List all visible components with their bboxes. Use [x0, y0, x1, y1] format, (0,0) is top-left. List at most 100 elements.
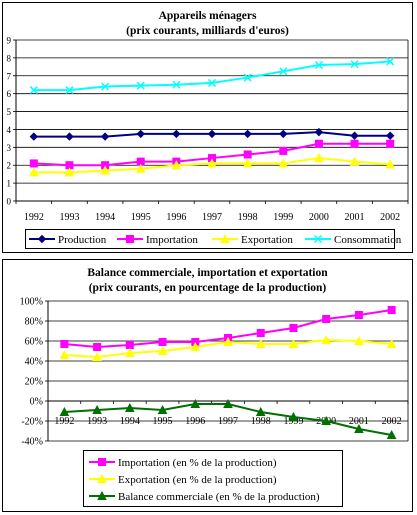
- legend-marker: [220, 233, 230, 243]
- triangle-marker-icon: [89, 490, 115, 500]
- legend-marker: [98, 458, 106, 466]
- y-tick-label: 20%: [25, 377, 43, 388]
- y-tick-label: 5: [7, 107, 12, 117]
- triangle-marker-icon: [89, 473, 115, 483]
- x-tick-label: 1995: [131, 212, 151, 223]
- data-point: [289, 324, 298, 332]
- legend-marker: [37, 234, 47, 244]
- data-point: [59, 349, 70, 359]
- x-tick-label: 2000: [309, 212, 329, 223]
- legend-label: Consommation: [334, 234, 402, 246]
- legend-label: Production: [58, 234, 107, 246]
- data-point: [322, 315, 331, 323]
- y-tick-label: -20%: [21, 417, 43, 428]
- y-tick-label: 9: [7, 36, 12, 46]
- data-point: [60, 340, 69, 348]
- data-point: [288, 338, 299, 348]
- square-marker-icon: [89, 458, 115, 466]
- data-point: [385, 159, 396, 169]
- x-tick-label: 1996: [166, 212, 186, 223]
- data-point: [171, 160, 182, 170]
- data-point: [242, 158, 253, 168]
- legend-label: Importation: [146, 234, 198, 246]
- data-point: [243, 73, 252, 82]
- data-point: [386, 429, 397, 439]
- chart-legend: Importation (en % de la production) Expo…: [83, 450, 343, 507]
- y-tick-label: -40%: [21, 437, 43, 448]
- legend-label: Exportation (en % de la production): [118, 474, 277, 486]
- data-point: [157, 404, 168, 414]
- data-point: [92, 351, 102, 361]
- data-point: [386, 57, 395, 66]
- data-point: [256, 329, 265, 337]
- data-point: [172, 129, 181, 139]
- x-tick-label: 1995: [153, 416, 173, 427]
- data-point: [207, 129, 217, 139]
- y-tick-label: 0%: [30, 397, 43, 408]
- x-tick-label: 2001: [345, 212, 365, 223]
- x-tick-label: 1992: [54, 416, 74, 427]
- y-tick-label: 8: [7, 53, 12, 63]
- data-point: [172, 80, 181, 89]
- data-point: [65, 86, 74, 95]
- data-point: [350, 60, 359, 69]
- x-tick-label: 1999: [283, 416, 303, 427]
- y-tick-label: 7: [7, 71, 12, 81]
- x-tick-label: 1997: [218, 416, 238, 427]
- legend-label: Importation (en % de la production): [118, 457, 277, 469]
- chart-legend: Production Importation Exportation Conso…: [25, 229, 401, 249]
- data-point: [354, 335, 364, 345]
- data-point: [314, 153, 324, 163]
- data-point: [29, 86, 38, 95]
- data-point: [354, 423, 364, 433]
- data-point: [158, 338, 167, 346]
- data-point: [223, 398, 233, 408]
- data-point: [243, 129, 252, 139]
- x-tick-label: 1998: [238, 212, 258, 223]
- legend-marker: [126, 235, 134, 243]
- data-point: [101, 82, 110, 91]
- y-tick-label: 1: [7, 179, 12, 189]
- data-point: [100, 132, 110, 141]
- legend-label: Balance commerciale (en % de la producti…: [118, 491, 320, 503]
- data-point: [65, 132, 74, 141]
- y-tick-label: 60%: [25, 337, 43, 348]
- data-point: [92, 404, 102, 414]
- line-chart-appareils: 0 1 2 3 4 5 6 7 8 9 1992 1993 1994 1995 1996 1997 1998 19…: [7, 36, 409, 223]
- chart-title: Appareils ménagers: [158, 10, 257, 22]
- data-point: [255, 338, 266, 348]
- y-tick-label: 3: [7, 143, 12, 153]
- y-tick-label: 6: [7, 89, 12, 99]
- data-point: [278, 158, 289, 168]
- data-point: [190, 341, 201, 351]
- legend-marker: [97, 490, 107, 500]
- data-point: [29, 132, 39, 141]
- data-point: [207, 78, 217, 87]
- y-tick-label: 0: [7, 197, 12, 207]
- data-point: [279, 146, 288, 155]
- triangle-marker-icon: [212, 233, 238, 243]
- x-tick-label: 2002: [382, 416, 402, 427]
- data-point: [321, 415, 332, 425]
- data-point: [386, 338, 397, 348]
- data-point: [124, 347, 135, 357]
- y-tick-label: 100%: [20, 297, 43, 308]
- x-tick-label: 1999: [273, 212, 293, 223]
- x-tick-label: 1992: [24, 212, 44, 223]
- legend-marker: [97, 473, 107, 483]
- x-tick-label: 1996: [185, 416, 205, 427]
- data-point: [28, 167, 39, 177]
- data-point: [255, 406, 266, 416]
- data-point: [387, 306, 396, 314]
- line-chart-balance: -40% -20% 0% 20% 40% 60% 80% 100% 1992 1993 1994 19…: [20, 297, 409, 448]
- data-point: [100, 165, 110, 175]
- data-point: [93, 343, 102, 351]
- data-point: [223, 336, 233, 346]
- data-point: [207, 158, 217, 168]
- legend-label: Exportation: [241, 234, 293, 246]
- x-tick-label: 1993: [59, 212, 79, 223]
- data-point: [190, 398, 201, 408]
- y-tick-label: 2: [7, 161, 12, 171]
- data-point: [125, 341, 134, 349]
- data-point: [157, 345, 168, 355]
